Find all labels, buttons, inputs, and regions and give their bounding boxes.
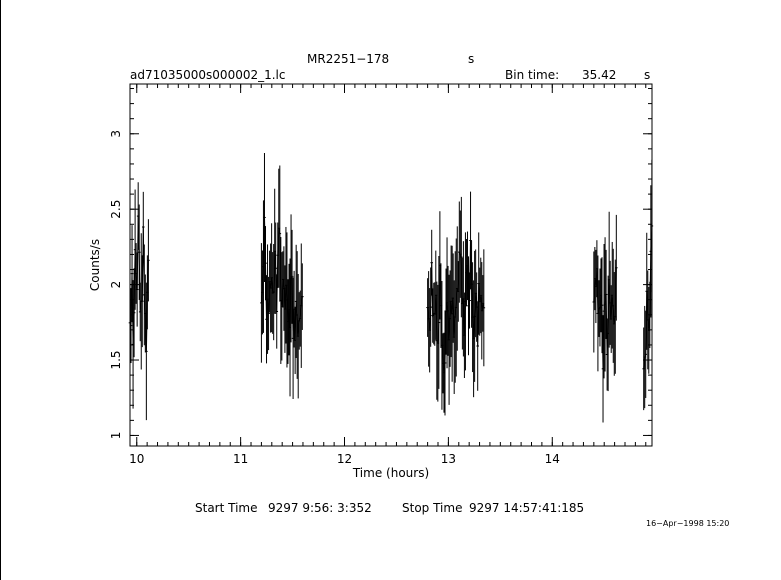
chart-title: MR2251−178 [307, 52, 390, 66]
y-tick-label: 2 [109, 281, 123, 289]
data-series [128, 152, 654, 423]
filename-label: ad71035000s000002_1.lc [130, 68, 286, 82]
major-ticks [130, 84, 652, 446]
stop-time-value: 9297 14:57:41:185 [469, 501, 585, 515]
series-line [427, 240, 485, 373]
y-tick-label: 1.5 [109, 350, 123, 369]
x-tick-label: 12 [337, 452, 352, 466]
series-line [593, 267, 617, 369]
stop-time-label: Stop Time [402, 501, 463, 515]
x-tick-label: 13 [441, 452, 456, 466]
y-tick-label: 2.5 [109, 200, 123, 219]
series-line [260, 217, 303, 341]
x-axis-label: Time (hours) [352, 466, 429, 480]
title-unit: s [468, 52, 475, 66]
left-border [0, 0, 1, 580]
x-tick-label: 11 [233, 452, 248, 466]
series-line [129, 216, 149, 352]
x-tick-label: 10 [129, 452, 144, 466]
tick-labels: 10 11 12 13 14 1 1.5 2 2.5 3 [109, 130, 560, 466]
minor-ticks [130, 84, 652, 446]
plot-frame [129, 83, 653, 447]
bin-time-label: Bin time: [505, 68, 560, 82]
start-time-value: 9297 9:56: 3:352 [268, 501, 372, 515]
bin-time-value: 35.42 [582, 68, 617, 82]
series-line [643, 225, 653, 369]
start-time-label: Start Time [195, 501, 258, 515]
bin-time-unit: s [644, 68, 651, 82]
x-tick-label: 14 [545, 452, 560, 466]
y-axis-label: Counts/s [88, 239, 102, 291]
y-tick-label: 1 [109, 432, 123, 440]
plot-date: 16−Apr−1998 15:20 [646, 519, 730, 528]
y-tick-label: 3 [109, 130, 123, 138]
